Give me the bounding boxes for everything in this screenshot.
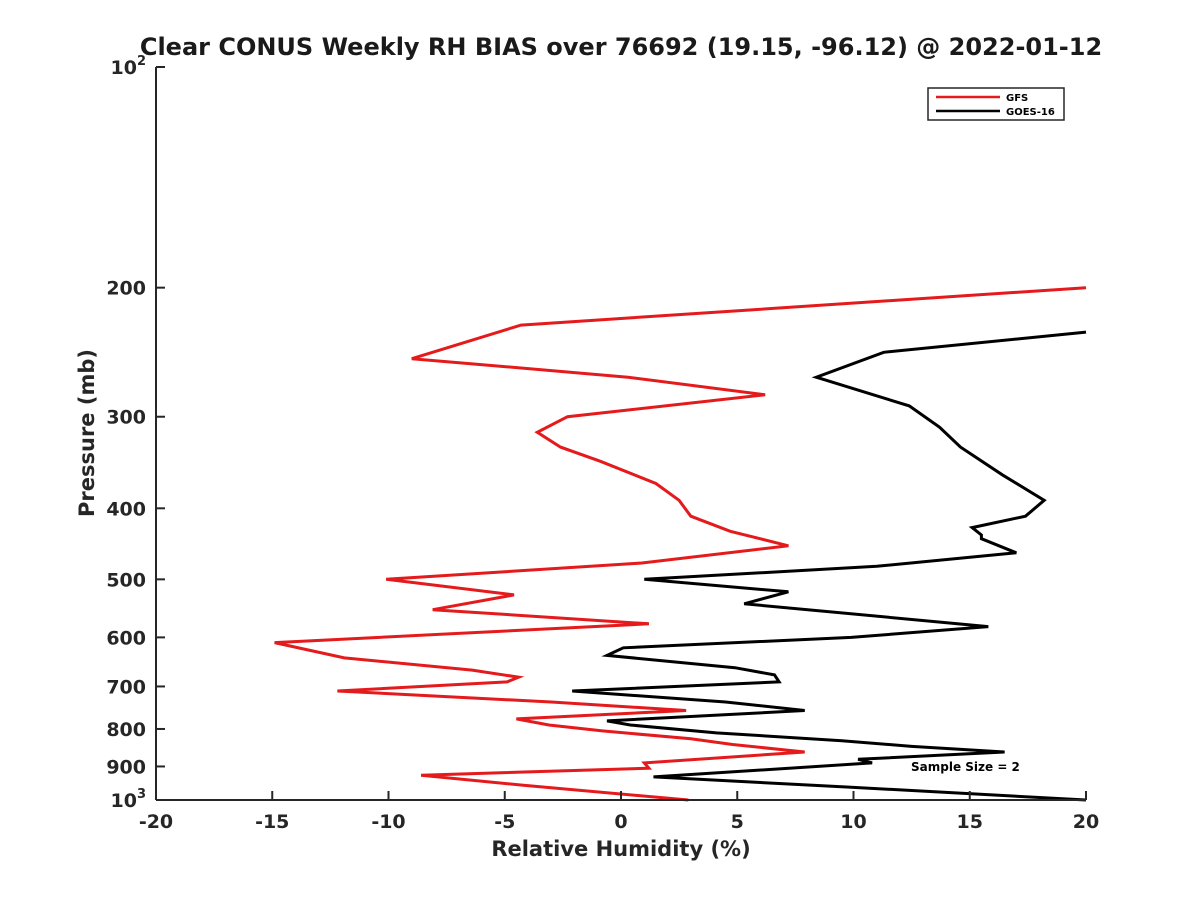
y-tick-layer: 102 200 300 400 500 600 700 800 900 103 bbox=[106, 54, 165, 812]
y-tick-label: 500 bbox=[106, 569, 146, 591]
series-line-goes16 bbox=[572, 330, 1087, 802]
series-line-gfs bbox=[274, 286, 1087, 802]
legend: GFS GOES-16 bbox=[927, 87, 1065, 121]
y-tick-label: 200 bbox=[106, 278, 146, 300]
legend-label-gfs: GFS bbox=[1006, 93, 1028, 104]
y-tick-label: 300 bbox=[106, 407, 146, 429]
x-tick-label: 20 bbox=[1073, 811, 1099, 833]
legend-box bbox=[927, 87, 1065, 121]
y-tick-label: 102 bbox=[111, 54, 147, 79]
x-tick-label: 10 bbox=[840, 811, 866, 833]
x-tick-label: -20 bbox=[139, 811, 173, 833]
series-layer bbox=[274, 286, 1087, 802]
chart-title: Clear CONUS Weekly RH BIAS over 76692 (1… bbox=[140, 33, 1102, 61]
y-tick-label: 700 bbox=[106, 676, 146, 698]
x-tick-label: -15 bbox=[255, 811, 289, 833]
x-tick-label: 15 bbox=[957, 811, 983, 833]
x-tick-label: -5 bbox=[494, 811, 515, 833]
y-axis-label: Pressure (mb) bbox=[75, 349, 99, 517]
sample-size-annotation: Sample Size = 2 bbox=[911, 760, 1020, 774]
x-tick-layer: -20 -15 -10 -5 0 5 10 15 20 bbox=[139, 791, 1099, 833]
y-tick-label: 400 bbox=[106, 498, 146, 520]
x-axis-label: Relative Humidity (%) bbox=[491, 837, 750, 861]
x-tick-label: -10 bbox=[371, 811, 405, 833]
legend-label-goes16: GOES-16 bbox=[1006, 107, 1055, 118]
x-tick-label: 0 bbox=[614, 811, 627, 833]
y-tick-label: 600 bbox=[106, 627, 146, 649]
x-tick-label: 5 bbox=[731, 811, 744, 833]
y-tick-label: 800 bbox=[106, 719, 146, 741]
y-tick-label: 900 bbox=[106, 756, 146, 778]
y-tick-label: 103 bbox=[111, 787, 147, 812]
